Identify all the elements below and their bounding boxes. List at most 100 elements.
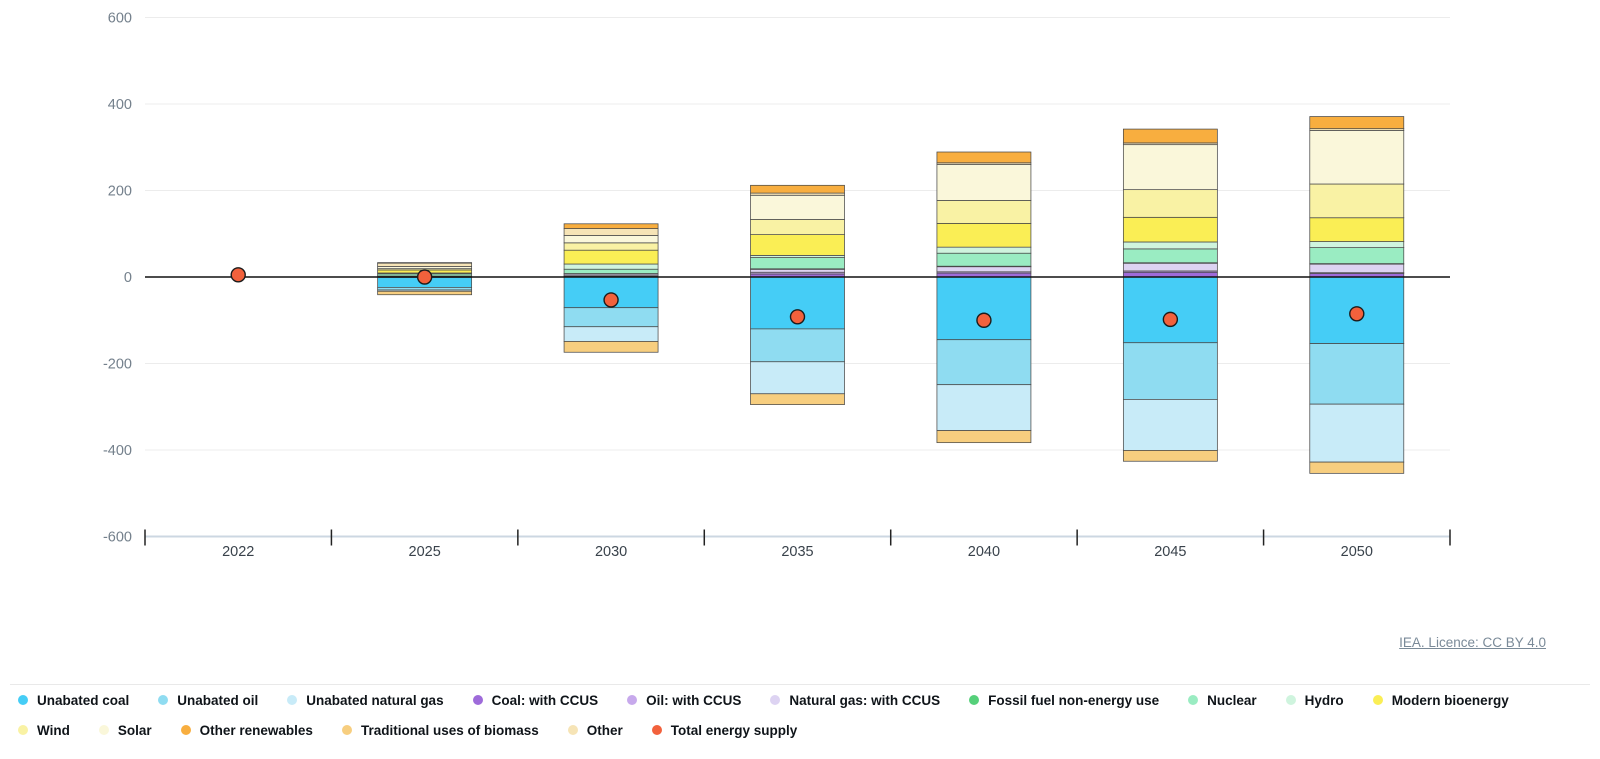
legend-item-other-renewables[interactable]: Other renewables	[180, 723, 313, 738]
bar-segment-other-renewables-2035[interactable]	[750, 184, 845, 194]
x-axis-label: 2040	[968, 544, 1000, 560]
bar-segment-natural-gas-with-ccus-2040[interactable]	[936, 266, 1032, 273]
bar-segment-solar-2040[interactable]	[936, 164, 1032, 201]
bar-segment-traditional-uses-of-biomass-2025[interactable]	[377, 290, 473, 296]
legend-label: Natural gas: with CCUS	[789, 692, 941, 708]
bar-segment-modern-bioenergy-2045[interactable]	[1122, 216, 1218, 243]
legend-item-coal-with-ccus[interactable]: Coal: with CCUS	[472, 693, 598, 708]
legend-row: Wind Solar Other renewables Traditional use…	[18, 718, 1582, 742]
total-energy-supply-dot-2040[interactable]	[976, 312, 992, 328]
bar-segment-unabated-oil-2050[interactable]	[1309, 343, 1405, 405]
total-energy-supply-dot-2022[interactable]	[230, 267, 246, 283]
bar-segment-traditional-uses-of-biomass-2035[interactable]	[750, 393, 845, 405]
legend-item-modern-bioenergy[interactable]: Modern bioenergy	[1372, 692, 1509, 708]
legend-item-solar[interactable]: Solar	[98, 722, 152, 738]
bar-segment-unabated-coal-2045[interactable]	[1122, 276, 1218, 344]
bar-segment-natural-gas-with-ccus-2050[interactable]	[1309, 263, 1405, 274]
legend-item-unabated-natural-gas[interactable]: Unabated natural gas	[287, 692, 444, 708]
legend-dot	[567, 725, 578, 735]
bar-segment-natural-gas-with-ccus-2045[interactable]	[1122, 262, 1218, 272]
bar-segment-hydro-2040[interactable]	[936, 246, 1032, 254]
legend-dot	[1285, 695, 1296, 705]
bar-segment-nuclear-2045[interactable]	[1122, 248, 1218, 264]
bar-segment-nuclear-2040[interactable]	[936, 252, 1032, 267]
bar-segment-unabated-oil-2025[interactable]	[377, 287, 473, 291]
bar-segment-other-renewables-2045[interactable]	[1122, 128, 1218, 144]
bar-segment-other-renewables-2040[interactable]	[936, 151, 1032, 164]
bar-segment-hydro-2030[interactable]	[563, 263, 659, 270]
legend-dot	[627, 695, 638, 705]
legend-label: Unabated oil	[177, 692, 259, 708]
bar-segment-traditional-uses-of-biomass-2040[interactable]	[936, 430, 1032, 444]
legend-item-oil-with-ccus[interactable]: Oil: with CCUS	[627, 693, 741, 708]
bar-segment-unabated-natural-gas-2035[interactable]	[750, 361, 845, 395]
bar-segment-wind-2030[interactable]	[563, 242, 659, 251]
bar-segment-wind-2045[interactable]	[1122, 189, 1218, 218]
bar-segment-other-renewables-2050[interactable]	[1309, 116, 1405, 130]
bar-segment-modern-bioenergy-2030[interactable]	[563, 249, 659, 265]
legend-label: Traditional uses of biomass	[360, 722, 539, 738]
legend-label: Oil: with CCUS	[646, 692, 742, 708]
bar-segment-modern-bioenergy-2035[interactable]	[750, 234, 845, 256]
bar-segment-modern-bioenergy-2050[interactable]	[1309, 217, 1405, 242]
y-axis-label: 600	[108, 11, 132, 27]
legend-dot	[341, 725, 352, 735]
bar-segment-unabated-natural-gas-2045[interactable]	[1122, 399, 1218, 451]
attribution-link[interactable]: IEA. Licence: CC BY 4.0	[1399, 635, 1546, 650]
bar-segment-nuclear-2035[interactable]	[750, 257, 845, 270]
y-axis-label: 200	[108, 184, 132, 200]
legend-label: Hydro	[1304, 692, 1344, 708]
legend-item-fossil-fuel-non-energy-use[interactable]: Fossil fuel non-energy use	[969, 693, 1159, 708]
bar-segment-solar-2030[interactable]	[563, 235, 659, 244]
x-axis-label: 2022	[222, 544, 254, 560]
bar-segment-unabated-natural-gas-2040[interactable]	[936, 384, 1032, 431]
bar-segment-other-renewables-2025[interactable]	[377, 262, 473, 264]
bar-segment-traditional-uses-of-biomass-2045[interactable]	[1122, 450, 1218, 462]
legend-item-other[interactable]: Other	[567, 723, 623, 738]
bar-segment-modern-bioenergy-2040[interactable]	[936, 222, 1032, 248]
bar-segment-nuclear-2030[interactable]	[563, 268, 659, 274]
bar-segment-unabated-natural-gas-2050[interactable]	[1309, 403, 1405, 463]
bar-segment-nuclear-2050[interactable]	[1309, 247, 1405, 264]
legend-label: Solar	[117, 722, 152, 738]
bar-segment-traditional-uses-of-biomass-2030[interactable]	[563, 341, 659, 353]
legend-item-traditional-uses-of-biomass[interactable]: Traditional uses of biomass	[341, 722, 539, 738]
bar-segment-unabated-coal-2040[interactable]	[936, 276, 1032, 341]
legend-item-hydro[interactable]: Hydro	[1285, 692, 1344, 708]
bar-segment-traditional-uses-of-biomass-2050[interactable]	[1309, 461, 1405, 474]
bar-segment-solar-2035[interactable]	[750, 194, 845, 220]
bar-segment-unabated-natural-gas-2030[interactable]	[563, 326, 659, 342]
total-energy-supply-dot-2030[interactable]	[603, 292, 619, 308]
legend-item-wind[interactable]: Wind	[18, 723, 70, 738]
legend-item-unabated-oil[interactable]: Unabated oil	[158, 693, 258, 708]
legend-label: Modern bioenergy	[1391, 692, 1509, 708]
x-axis-label: 2035	[781, 544, 813, 560]
chart-legend: Unabated coal Unabated oil Unabated natura…	[18, 688, 1582, 742]
total-energy-supply-dot-2025[interactable]	[416, 269, 433, 285]
bar-segment-wind-2035[interactable]	[750, 219, 845, 235]
legend-dot	[472, 695, 483, 705]
bar-segment-solar-2045[interactable]	[1122, 144, 1218, 191]
legend-item-unabated-coal[interactable]: Unabated coal	[18, 693, 129, 708]
x-axis-label: 2025	[409, 544, 441, 560]
legend-label: Unabated natural gas	[306, 692, 444, 708]
bar-segment-wind-2040[interactable]	[936, 200, 1032, 224]
total-energy-supply-dot-2045[interactable]	[1162, 311, 1179, 328]
legend-dot	[287, 695, 298, 705]
bar-segment-unabated-oil-2045[interactable]	[1122, 342, 1218, 400]
bar-segment-hydro-2045[interactable]	[1122, 241, 1218, 250]
total-energy-supply-dot-2050[interactable]	[1349, 306, 1365, 322]
legend-item-nuclear[interactable]: Nuclear	[1188, 693, 1257, 708]
legend-item-total-energy-supply[interactable]: Total energy supply	[651, 723, 797, 738]
bar-segment-unabated-oil-2030[interactable]	[563, 307, 659, 328]
legend-item-natural-gas-with-ccus[interactable]: Natural gas: with CCUS	[770, 693, 940, 708]
bar-segment-other-renewables-2030[interactable]	[563, 223, 659, 229]
legend-label: Fossil fuel non-energy use	[988, 692, 1160, 708]
bar-segment-wind-2050[interactable]	[1309, 183, 1405, 219]
bar-segment-hydro-2050[interactable]	[1309, 241, 1405, 248]
bar-segment-unabated-oil-2040[interactable]	[936, 339, 1032, 386]
bar-segment-unabated-oil-2035[interactable]	[750, 328, 845, 363]
total-energy-supply-dot-2035[interactable]	[789, 309, 806, 325]
bar-segment-solar-2050[interactable]	[1309, 130, 1405, 185]
bar-segment-other-2030[interactable]	[563, 228, 659, 236]
